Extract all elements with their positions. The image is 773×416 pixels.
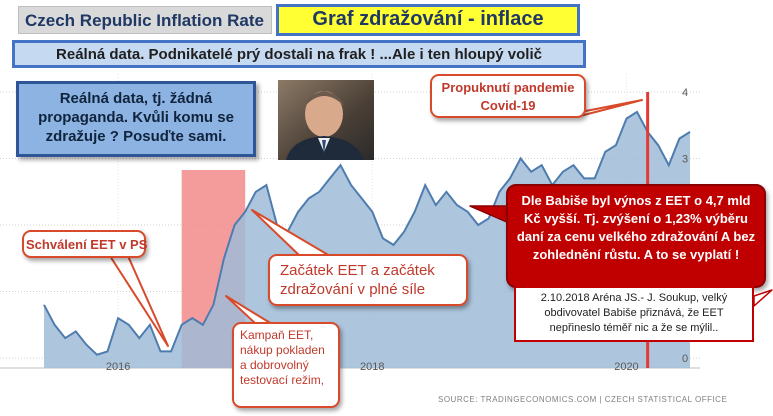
x-tick-label: 2018 xyxy=(360,361,384,373)
real-data-banner: Reálná data. Podnikatelé prý dostali na … xyxy=(12,40,586,68)
graf-title-banner: Graf zdražování - inflace xyxy=(276,4,580,36)
propaganda-box: Reálná data, tj. žádná propaganda. Kvůli… xyxy=(16,81,256,157)
politician-photo xyxy=(278,80,374,160)
chart-source: SOURCE: TRADINGECONOMICS.COM | CZECH STA… xyxy=(438,395,727,404)
covid-callout: Propuknutí pandemie Covid-19 xyxy=(430,74,586,118)
x-axis-ticks: 2016 2018 2020 xyxy=(106,361,639,373)
eet-approval-callout: Schválení EET v PS xyxy=(22,230,147,258)
y-tick-label: 3 xyxy=(682,154,688,166)
soukup-quote-box: 2.10.2018 Aréna JS.- J. Soukup, velký ob… xyxy=(514,286,754,342)
portrait-icon xyxy=(278,80,374,160)
soukup-pointer xyxy=(753,289,773,307)
x-tick-label: 2020 xyxy=(614,361,638,373)
chart-title: Czech Republic Inflation Rate xyxy=(18,6,272,34)
eet-start-callout: Začátek EET a začátek zdražování v plné … xyxy=(268,254,468,306)
y-tick-label: 4 xyxy=(682,87,688,99)
x-tick-label: 2016 xyxy=(106,361,130,373)
inflation-line xyxy=(43,110,691,356)
campaign-callout: Kampaň EET, nákup pokladen a dobrovolný … xyxy=(232,322,340,408)
y-tick-label: 0 xyxy=(682,353,688,365)
data-points xyxy=(43,111,691,355)
babis-claim-box: Dle Babiše byl výnos z EET o 4,7 mld Kč … xyxy=(506,184,766,288)
